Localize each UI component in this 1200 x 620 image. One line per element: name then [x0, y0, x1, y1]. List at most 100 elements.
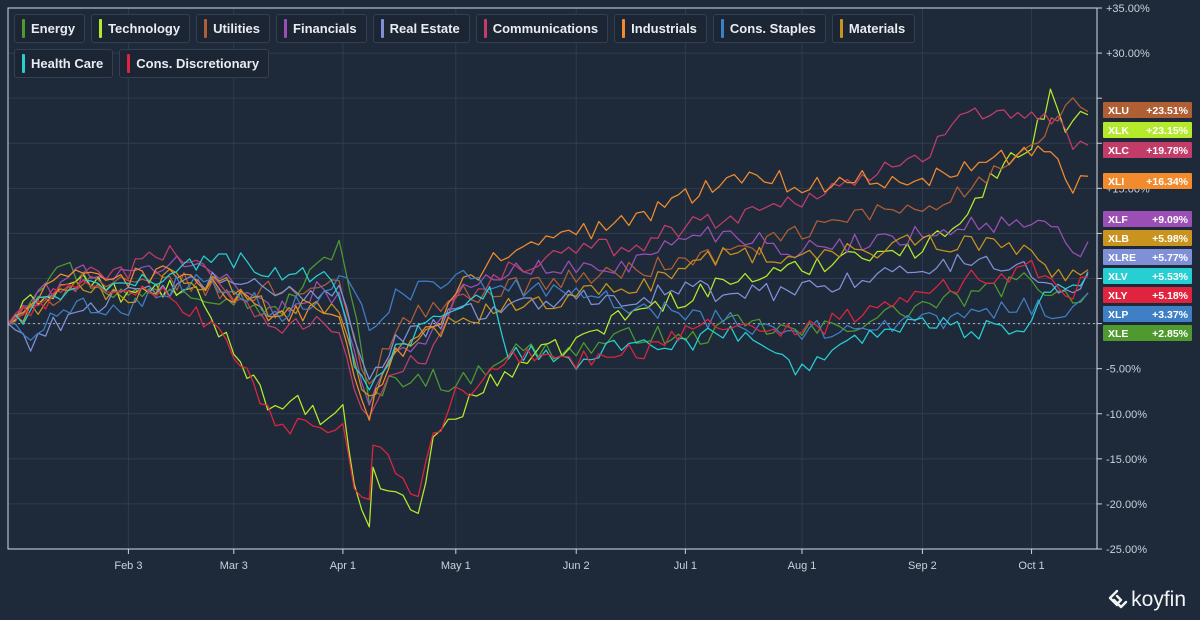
end-badge-xli: XLI +16.34%: [1103, 173, 1192, 189]
legend-label: Cons. Discretionary: [136, 56, 260, 71]
end-badge-value: +9.09%: [1152, 214, 1189, 226]
end-badge-ticker: XLF: [1108, 214, 1128, 226]
end-badge-value: +19.78%: [1146, 145, 1188, 157]
series-lines: [7, 88, 1089, 528]
end-badge-xlv: XLV +5.53%: [1103, 268, 1192, 284]
end-badge-bg: [1103, 173, 1192, 189]
end-badge-xlu: XLU +23.51%: [1103, 102, 1192, 118]
plot-frame: [7, 7, 1098, 550]
end-badge-bg: [1103, 268, 1192, 284]
end-badge-bg: [1103, 287, 1192, 303]
end-badge-ticker: XLI: [1108, 176, 1124, 188]
legend-swatch: [622, 19, 626, 38]
legend-label: Real Estate: [389, 21, 460, 36]
legend-swatch: [720, 19, 724, 38]
end-badge-ticker: XLK: [1108, 125, 1129, 137]
series-line-xly: [7, 259, 1089, 501]
legend-label: Communications: [492, 21, 599, 36]
y-tick-label: -20.00%: [1106, 499, 1147, 511]
end-badge-bg: [1103, 306, 1192, 322]
legend-swatch: [483, 19, 487, 38]
koyfin-logo: koyfin: [1106, 588, 1186, 612]
end-badge-bg: [1103, 325, 1192, 341]
legend-item-xlf[interactable]: Financials: [276, 14, 367, 43]
end-badge-value: +23.15%: [1146, 125, 1188, 137]
end-badge-ticker: XLC: [1108, 145, 1129, 157]
end-badge-xlk: XLK +23.15%: [1103, 122, 1192, 138]
end-badge-bg: [1103, 211, 1192, 227]
end-badge-ticker: XLY: [1108, 290, 1127, 302]
end-badge-ticker: XLB: [1108, 233, 1129, 245]
legend-item-xlc[interactable]: Communications: [475, 14, 609, 43]
legend-label: Health Care: [31, 56, 104, 71]
legend-swatch: [839, 19, 843, 38]
legend-item-xlb[interactable]: Materials: [831, 14, 916, 43]
legend-item-xlv[interactable]: Health Care: [14, 49, 114, 78]
end-badge-value: +5.98%: [1152, 233, 1189, 245]
legend-label: Materials: [848, 21, 906, 36]
end-value-badges: XLU +23.51% XLK +23.15% XLC +19.78% XLI +16.34%…: [1103, 102, 1192, 341]
end-badge-bg: [1103, 142, 1192, 158]
y-tick-label: -15.00%: [1106, 454, 1147, 466]
y-tick-label: -25.00%: [1106, 544, 1147, 556]
x-tick-label: Jun 2: [563, 560, 590, 572]
x-tick-label: Apr 1: [330, 560, 356, 572]
legend-item-xli[interactable]: Industrials: [614, 14, 707, 43]
legend-item-xlu[interactable]: Utilities: [196, 14, 271, 43]
y-tick-label: +35.00%: [1106, 3, 1150, 15]
legend-label: Utilities: [213, 21, 261, 36]
end-badge-xlre: XLRE +5.77%: [1103, 249, 1192, 265]
end-badge-xlb: XLB +5.98%: [1103, 230, 1192, 246]
legend-item-xly[interactable]: Cons. Discretionary: [119, 49, 270, 78]
legend-item-xlre[interactable]: Real Estate: [372, 14, 470, 43]
end-badge-value: +5.77%: [1152, 252, 1189, 264]
end-badge-ticker: XLP: [1108, 309, 1128, 321]
legend-item-xle[interactable]: Energy: [14, 14, 86, 43]
legend-label: Industrials: [631, 21, 697, 36]
x-tick-label: Mar 3: [220, 560, 248, 572]
end-badge-bg: [1103, 249, 1192, 265]
series-line-xlu: [7, 97, 1089, 385]
series-line-xlre: [7, 253, 1089, 381]
x-tick-label: Oct 1: [1018, 560, 1044, 572]
end-badge-value: +3.37%: [1152, 309, 1189, 321]
end-badge-xlf: XLF +9.09%: [1103, 211, 1192, 227]
end-badge-ticker: XLE: [1108, 328, 1128, 340]
end-badge-value: +5.18%: [1152, 290, 1189, 302]
end-badge-value: +2.85%: [1152, 328, 1189, 340]
legend-label: Cons. Staples: [729, 21, 816, 36]
legend-swatch: [127, 54, 131, 73]
legend-item-xlp[interactable]: Cons. Staples: [712, 14, 826, 43]
legend-swatch: [99, 19, 103, 38]
end-badge-ticker: XLRE: [1108, 252, 1136, 264]
end-badge-value: +16.34%: [1146, 176, 1188, 188]
legend-swatch: [204, 19, 208, 38]
x-tick-label: Feb 3: [114, 560, 142, 572]
legend-swatch: [380, 19, 384, 38]
end-badge-xly: XLY +5.18%: [1103, 287, 1192, 303]
end-badge-bg: [1103, 102, 1192, 118]
x-tick-label: Sep 2: [908, 560, 937, 572]
end-badge-ticker: XLU: [1108, 105, 1129, 117]
end-badge-xlc: XLC +19.78%: [1103, 142, 1192, 158]
legend-swatch: [22, 19, 25, 38]
end-badge-bg: [1103, 122, 1192, 138]
x-tick-label: May 1: [441, 560, 471, 572]
end-badge-xle: XLE +2.85%: [1103, 325, 1192, 341]
legend-item-xlk[interactable]: Technology: [91, 14, 191, 43]
end-badge-value: +5.53%: [1152, 271, 1189, 283]
axes: +35.00%+30.00%+15.00%-5.00%-10.00%-15.00…: [7, 3, 1150, 572]
y-tick-label: +30.00%: [1106, 48, 1150, 60]
end-badge-value: +23.51%: [1146, 105, 1188, 117]
brand-name: koyfin: [1131, 588, 1186, 611]
series-line-xlb: [7, 234, 1089, 397]
legend-swatch: [284, 19, 288, 38]
series-line-xli: [7, 145, 1089, 421]
legend-label: Technology: [108, 21, 181, 36]
series-line-xlp: [7, 269, 1089, 341]
legend: Energy Technology Utilities Financials Real …: [14, 14, 954, 78]
series-line-xlc: [7, 107, 1089, 418]
x-tick-label: Aug 1: [788, 560, 817, 572]
y-tick-label: -10.00%: [1106, 409, 1147, 421]
